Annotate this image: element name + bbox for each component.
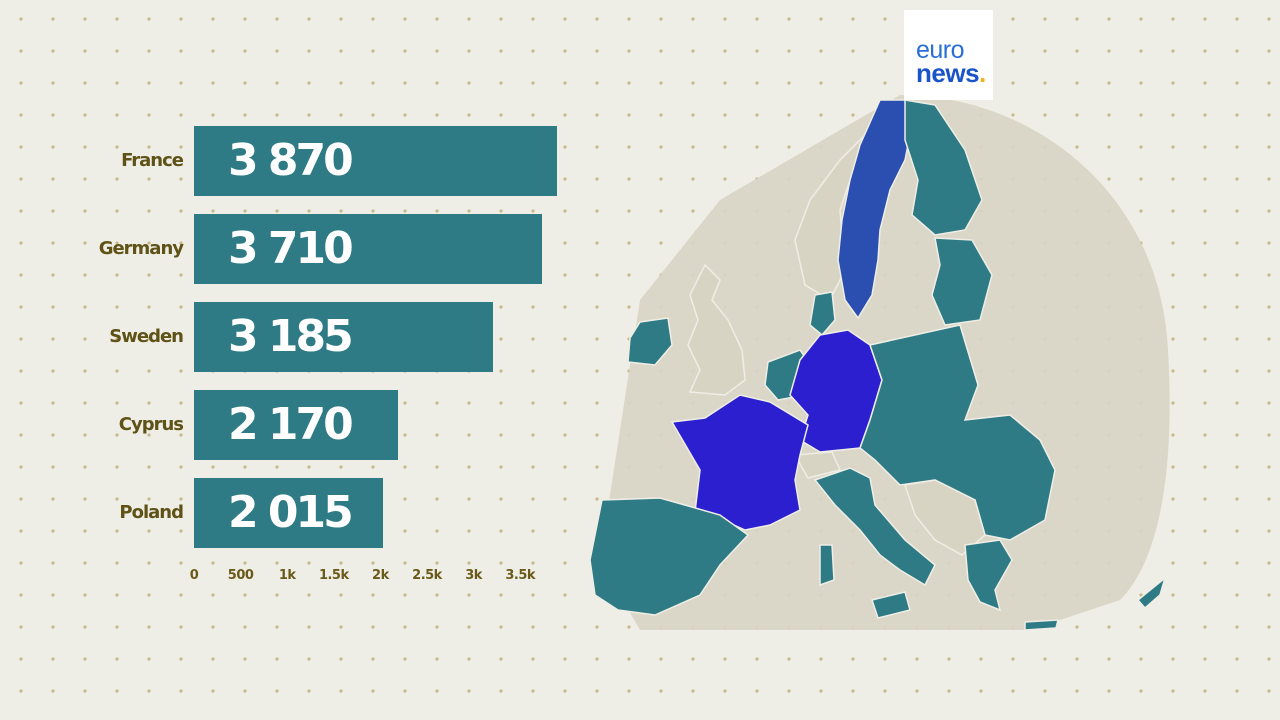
euronews-logo: euro news. [904,10,993,100]
sicily-shape [871,591,911,619]
uk-shape [687,263,746,396]
switzerland-shape [793,451,842,479]
x-tick-label: 0 [189,568,199,583]
x-tick-label: 500 [227,568,254,583]
bar-value-label: 3 870 [228,135,354,186]
italy-shape [813,467,936,587]
central-europe-shape [859,324,1056,541]
bar [194,126,557,196]
category-label: Cyprus [118,414,184,435]
greece-shape [964,539,1013,612]
bar-value-label: 2 170 [228,399,354,450]
iberia-shape [589,497,750,616]
x-tick-label: 1.5k [318,568,349,583]
x-tick-label: 2.5k [412,568,442,583]
denmark-shape [809,291,836,337]
x-tick-label: 3.5k [505,568,536,583]
germany-shape [789,329,883,453]
category-label: Germany [98,238,184,259]
baltics-shape [931,237,993,326]
bar [194,478,383,548]
sardinia-shape [819,544,835,587]
x-tick-label: 3k [465,568,482,583]
bar [194,302,493,372]
category-label: France [121,150,184,171]
finland-shape [904,99,983,236]
category-label: Sweden [109,326,184,347]
x-tick-label: 1k [278,568,296,583]
bar-value-label: 3 710 [228,223,354,274]
crete-shape [1024,619,1059,631]
x-tick-label: 2k [372,568,389,583]
cyprus-shape [1136,575,1167,610]
bar [194,214,542,284]
bar [194,390,398,460]
bar-value-label: 2 015 [228,487,354,538]
logo-line-2: news. [916,58,986,88]
bar-value-label: 3 185 [228,311,354,362]
ireland-shape [627,317,673,366]
logo-line-1: euro [916,36,965,64]
category-label: Poland [119,502,184,523]
